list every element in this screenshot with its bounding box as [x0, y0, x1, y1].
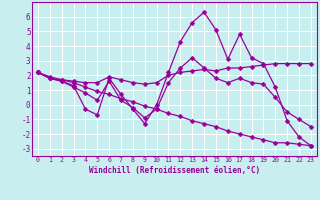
X-axis label: Windchill (Refroidissement éolien,°C): Windchill (Refroidissement éolien,°C) — [89, 166, 260, 175]
